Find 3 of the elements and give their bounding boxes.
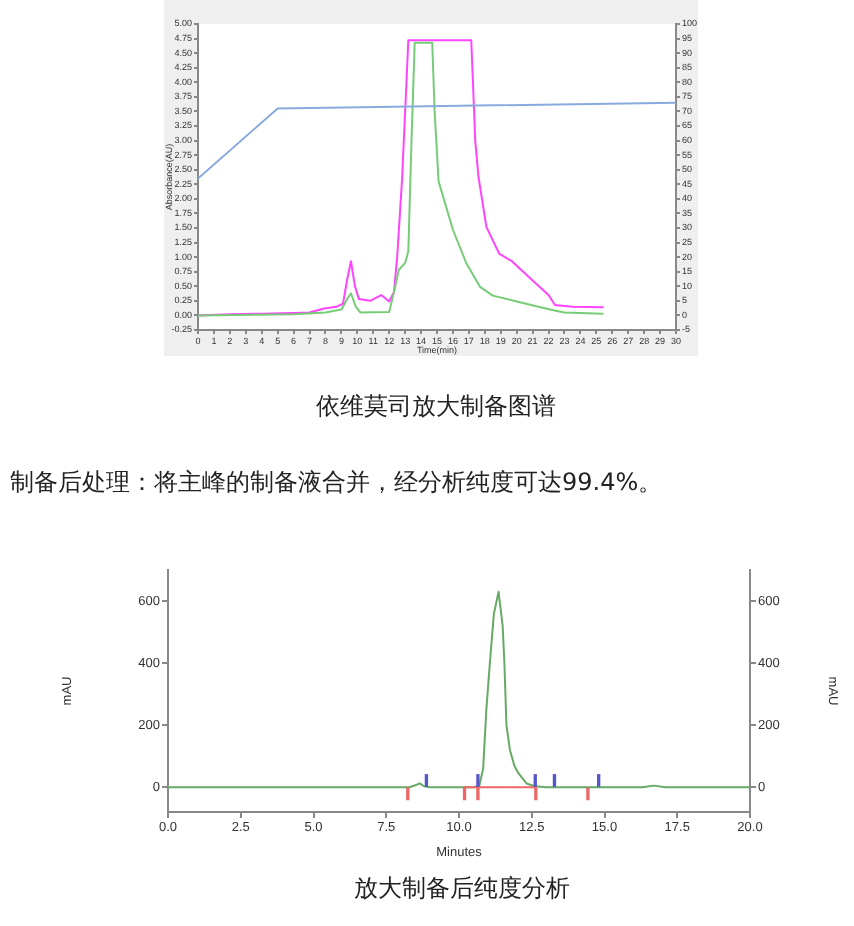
text: 制备后处理：将主峰的制备液合并，经分析纯度可达99.4%。 (10, 468, 663, 496)
text: 放大制备后纯度分析 (354, 874, 570, 902)
text: 依维莫司放大制备图谱 (316, 392, 556, 420)
